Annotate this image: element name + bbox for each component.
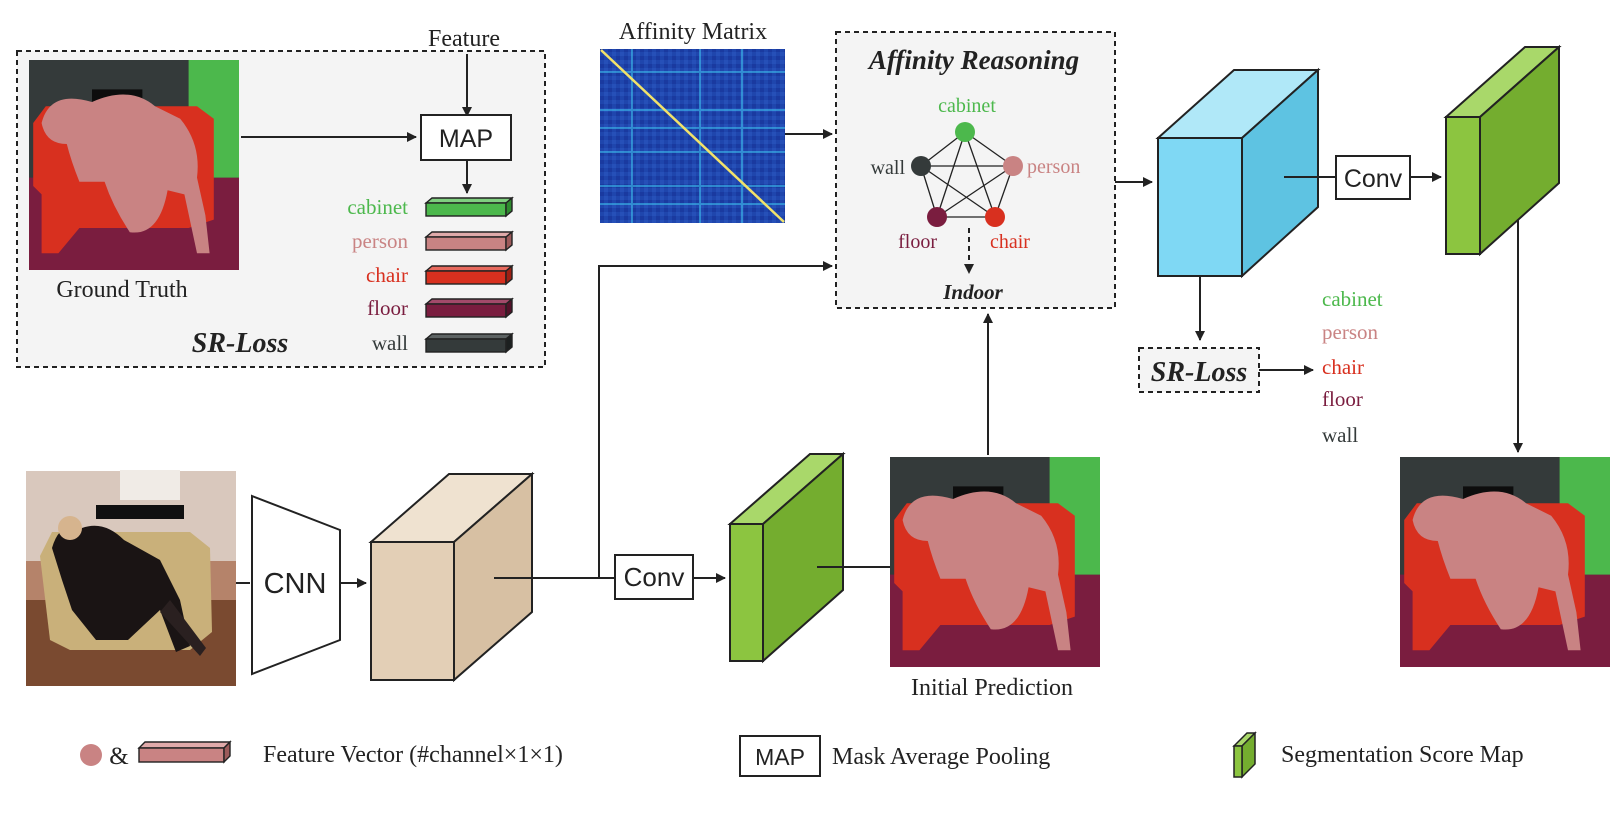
node-label-chair: chair <box>990 231 1030 253</box>
node-label-person: person <box>1027 156 1080 178</box>
affinity-reasoning-title: Affinity Reasoning <box>867 45 1079 75</box>
class-label-floor: floor <box>367 296 408 320</box>
cnn-block: CNN <box>251 494 341 676</box>
class-feature-list: cabinet person chair <box>347 195 514 355</box>
class-row-floor: floor <box>367 296 514 320</box>
feature-bar-chair <box>424 264 514 286</box>
sr-loss-label: SR-Loss <box>192 328 289 359</box>
class-row-person: person <box>352 229 514 253</box>
map-label: MAP <box>439 125 493 153</box>
class-label-wall: wall <box>372 331 408 355</box>
sr-right-class-floor: floor <box>1322 387 1363 411</box>
legend-map-label: MAP <box>755 744 805 770</box>
feature-bar-cabinet <box>424 196 514 218</box>
sr-right-class-chair: chair <box>1322 355 1364 379</box>
class-label-chair: chair <box>366 263 408 287</box>
legend-ampersand: & <box>109 743 128 770</box>
feature-map-cube <box>368 471 535 683</box>
conv-label-2: Conv <box>1344 165 1403 193</box>
legend-map-desc: Mask Average Pooling <box>832 744 1050 770</box>
class-row-chair: chair <box>366 263 514 287</box>
node-cabinet <box>955 122 975 142</box>
feature-label: Feature <box>428 26 500 52</box>
legend: & Feature Vector (#channel×1×1) MAP Mask… <box>80 731 1524 779</box>
affinity-matrix-title: Affinity Matrix <box>619 19 767 45</box>
class-label-cabinet: cabinet <box>347 195 408 219</box>
conv-block-2: Conv <box>1335 155 1411 200</box>
feature-bar-floor <box>424 297 514 319</box>
affinity-reasoning-panel: Affinity Reasoning cabinet wall person f… <box>835 31 1153 309</box>
initial-prediction-label: Initial Prediction <box>911 675 1073 701</box>
ground-truth-label: Ground Truth <box>56 277 187 303</box>
node-floor <box>927 207 947 227</box>
class-row-wall: wall <box>372 331 514 355</box>
legend-score-map-icon <box>1232 731 1257 779</box>
sr-loss-right: SR-Loss cabinet person chair floor wall <box>1138 287 1383 447</box>
class-label-person: person <box>352 229 408 253</box>
score-map-slab-1 <box>727 451 846 664</box>
node-label-cabinet: cabinet <box>938 95 996 117</box>
final-prediction-mask <box>1400 457 1610 667</box>
node-label-floor: floor <box>898 231 937 253</box>
feature-bar-person <box>424 230 514 252</box>
sr-right-class-cabinet: cabinet <box>1322 287 1383 311</box>
initial-prediction-mask <box>890 457 1100 667</box>
conv-block-1: Conv <box>614 554 694 600</box>
cnn-label: CNN <box>264 568 327 600</box>
sr-right-class-person: person <box>1322 320 1378 344</box>
node-person <box>1003 156 1023 176</box>
sr-right-class-wall: wall <box>1322 423 1358 447</box>
ground-truth-mask <box>29 60 239 270</box>
class-row-cabinet: cabinet <box>347 195 514 219</box>
refined-feature-cube <box>1155 67 1321 279</box>
legend-feature-vector-label: Feature Vector (#channel×1×1) <box>263 742 563 768</box>
legend-feature-dot <box>80 744 102 766</box>
affinity-matrix: Affinity Matrix <box>600 19 833 223</box>
node-wall <box>911 156 931 176</box>
feature-bar-wall <box>424 332 514 354</box>
legend-score-map-label: Segmentation Score Map <box>1281 742 1524 768</box>
legend-feature-bar <box>137 740 232 764</box>
scene-label-indoor: Indoor <box>942 280 1003 304</box>
map-box <box>420 114 512 161</box>
score-map-slab-2 <box>1443 44 1562 257</box>
legend-map-box <box>739 735 821 777</box>
input-image <box>26 470 236 686</box>
conv-label-1: Conv <box>624 562 685 592</box>
matrix-diagonal <box>600 49 785 223</box>
node-chair <box>985 207 1005 227</box>
sr-loss-right-label: SR-Loss <box>1151 357 1248 388</box>
node-label-wall: wall <box>871 157 906 179</box>
sr-loss-panel: Feature Ground Truth MAP cabinet person <box>16 26 546 368</box>
